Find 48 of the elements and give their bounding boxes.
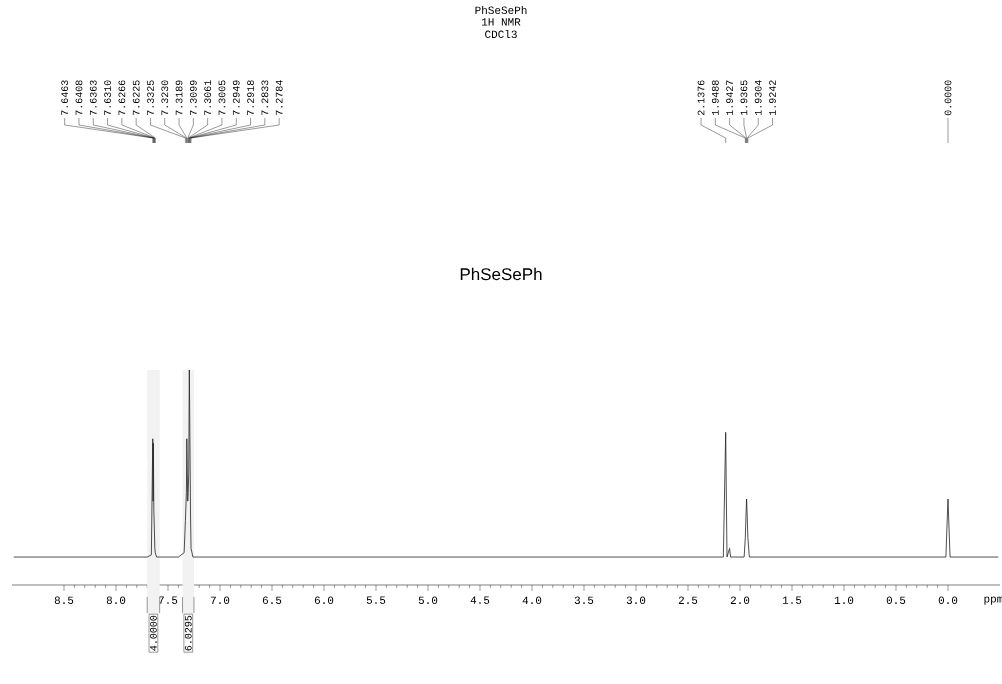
annotation: 7.2784 [275,80,283,116]
x-tick-label: 2.5 [678,596,698,604]
annotation: 7.3099 [189,80,197,116]
x-tick-label: 0.0 [938,596,958,604]
x-tick-label: 8.5 [54,596,74,604]
annotation: 7.2833 [261,80,269,116]
x-tick-label: 0.5 [886,596,906,604]
chart-title: PhSeSePh [475,5,527,15]
annotation: 1.9242 [769,80,776,116]
annotation: 7.6408 [75,80,83,116]
annotation: 7.6225 [132,80,140,116]
x-tick-label: 5.0 [418,596,438,604]
annotation: 7.6266 [118,80,126,116]
x-axis-title: ppm [984,596,1002,605]
x-tick-label: 3.5 [574,596,594,604]
annotation: 1.9427 [726,80,734,116]
x-tick-label: 7.5 [158,596,178,604]
chart-subtitle: PhSeSePh [460,267,542,281]
annotation: 7.2949 [232,80,240,116]
band-label: 6.0295 [184,615,192,651]
text: CDCl3 [485,29,517,39]
x-tick-label: 4.0 [522,596,542,604]
annotation: 7.6463 [61,80,69,116]
x-tick-label: 8.0 [106,596,126,604]
x-tick-label: 4.5 [470,596,490,604]
x-tick-label: 2.0 [730,596,750,604]
annotation: 7.6310 [104,80,111,116]
x-tick-label: 1.5 [782,596,802,604]
annotation: 0.0000 [944,80,952,116]
annotation: 1.9488 [711,80,719,116]
annotation: 7.3325 [147,80,154,116]
text: 1H NMR [482,18,521,26]
x-tick-label: 1.0 [834,596,854,604]
annotation: 7.3189 [175,80,183,116]
annotation: 2.1376 [697,80,705,116]
x-tick-label: 5.5 [366,596,386,604]
annotation: 7.3061 [204,80,212,116]
annotation: 7.2918 [247,80,254,116]
annotation: 7.6363 [89,80,97,116]
x-tick-label: 7.0 [210,596,230,604]
annotation: 1.9365 [740,80,748,116]
annotation: 7.3005 [218,80,226,116]
band-label: 4.0000 [150,615,157,651]
x-tick-label: 3.0 [626,596,646,604]
annotation: 1.9304 [754,80,762,116]
annotation: 7.3230 [161,80,169,116]
x-tick-label: 6.5 [262,596,282,604]
x-tick-label: 6.0 [314,596,334,604]
